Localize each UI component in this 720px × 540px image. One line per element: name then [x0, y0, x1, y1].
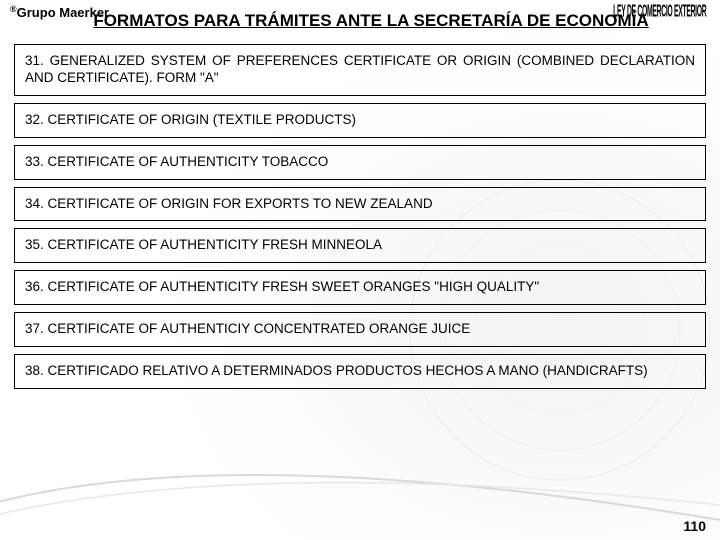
page-title: FORMATOS PARA TRÁMITES ANTE LA SECRETARÍ… [62, 10, 680, 32]
registered-mark: ® [10, 4, 17, 14]
list-item: 37. CERTIFICATE OF AUTHENTICIY CONCENTRA… [14, 312, 706, 347]
list-item: 31. GENERALIZED SYSTEM OF PREFERENCES CE… [14, 44, 706, 96]
list-item: 35. CERTIFICATE OF AUTHENTICITY FRESH MI… [14, 228, 706, 263]
list-item: 36. CERTIFICATE OF AUTHENTICITY FRESH SW… [14, 270, 706, 305]
list-item: 34. CERTIFICATE OF ORIGIN FOR EXPORTS TO… [14, 187, 706, 222]
list-item: 33. CERTIFICATE OF AUTHENTICITY TOBACCO [14, 145, 706, 180]
list-item: 32. CERTIFICATE OF ORIGIN (TEXTILE PRODU… [14, 103, 706, 138]
list-item: 38. CERTIFICADO RELATIVO A DETERMINADOS … [14, 354, 706, 389]
company-prefix: Grupo [17, 5, 60, 20]
format-list: 31. GENERALIZED SYSTEM OF PREFERENCES CE… [14, 44, 706, 389]
page-number: 110 [683, 518, 706, 534]
